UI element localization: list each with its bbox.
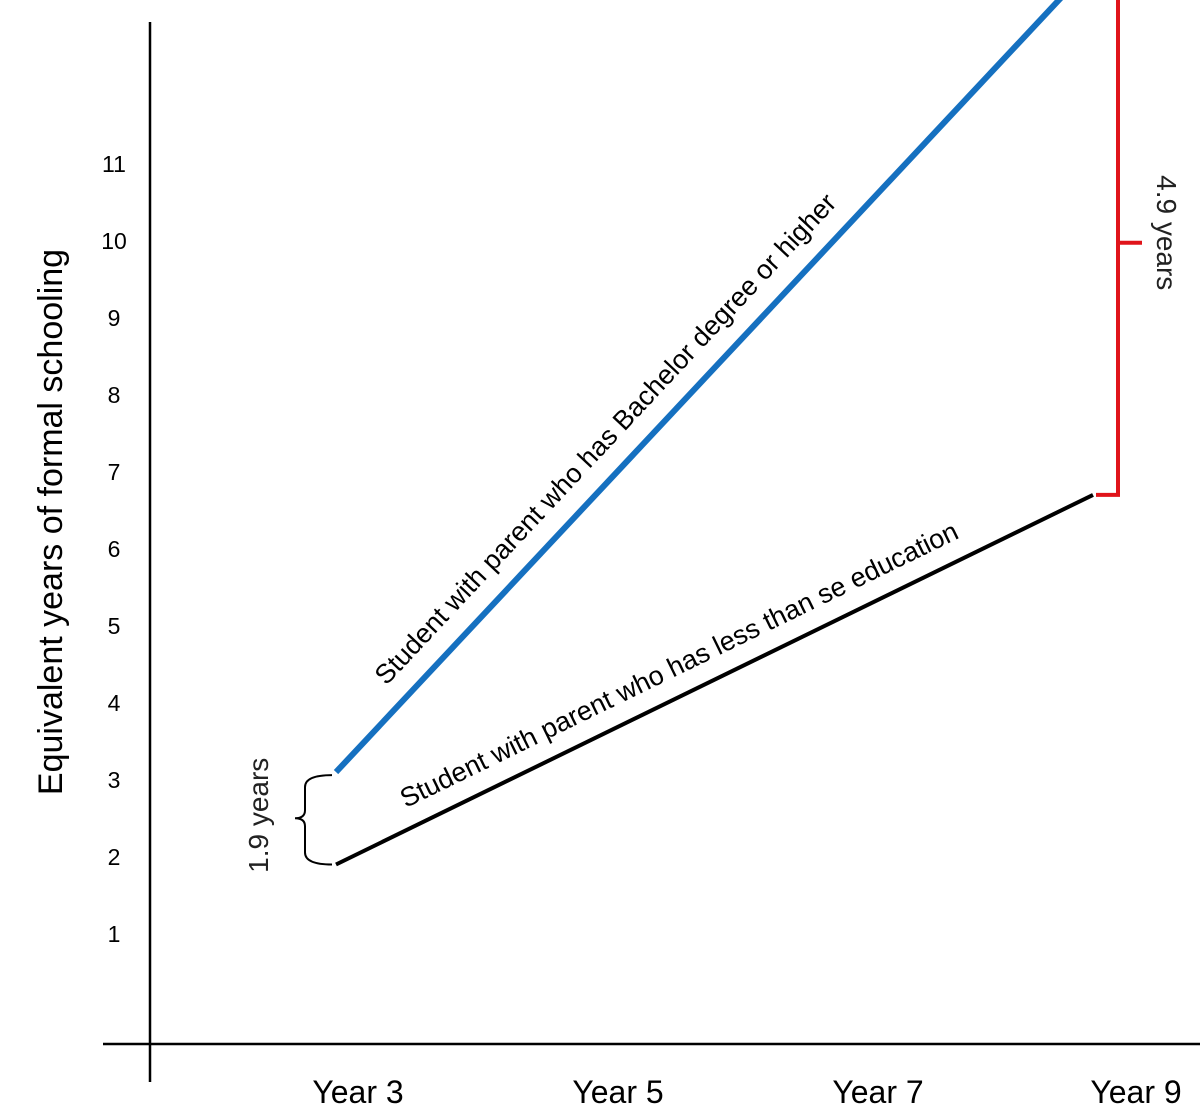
y-tick-label: 11: [102, 151, 126, 177]
x-tick-labels: Year 3 Year 5 Year 7 Year 9: [312, 1074, 1181, 1110]
gap-label-year3: 1.9 years: [243, 758, 274, 873]
square-bracket-mark: [1096, 0, 1142, 497]
gap-annotations: 1.9 years 4.9 years: [243, 0, 1182, 873]
gap-label-year9: 4.9 years: [1151, 175, 1182, 290]
y-tick-label: 8: [108, 382, 121, 408]
y-tick-label: 2: [108, 844, 121, 870]
series-line-1: [333, 0, 1064, 775]
y-tick-labels: 1 2 3 4 5 6 7 8 9 10 11: [101, 151, 127, 947]
series-lines: [333, 0, 1094, 867]
x-tick-label: Year 5: [572, 1074, 663, 1110]
y-axis-title: Equivalent years of formal schooling: [32, 249, 70, 795]
y-tick-label: 7: [108, 459, 121, 485]
x-tick-label: Year 9: [1090, 1074, 1181, 1110]
y-tick-label: 10: [101, 228, 127, 254]
y-tick-label: 6: [108, 536, 121, 562]
y-tick-label: 3: [108, 767, 121, 793]
y-tick-label: 5: [108, 613, 121, 639]
y-tick-label: 9: [108, 305, 121, 331]
y-tick-label: 4: [108, 690, 121, 716]
series-line-2: [335, 493, 1094, 867]
x-tick-label: Year 3: [312, 1074, 403, 1110]
y-tick-label: 1: [108, 921, 121, 947]
curly-brace-mark: [294, 774, 333, 866]
x-tick-label: Year 7: [832, 1074, 923, 1110]
series-labels: Student with parent who has Bachelor deg…: [369, 188, 963, 814]
